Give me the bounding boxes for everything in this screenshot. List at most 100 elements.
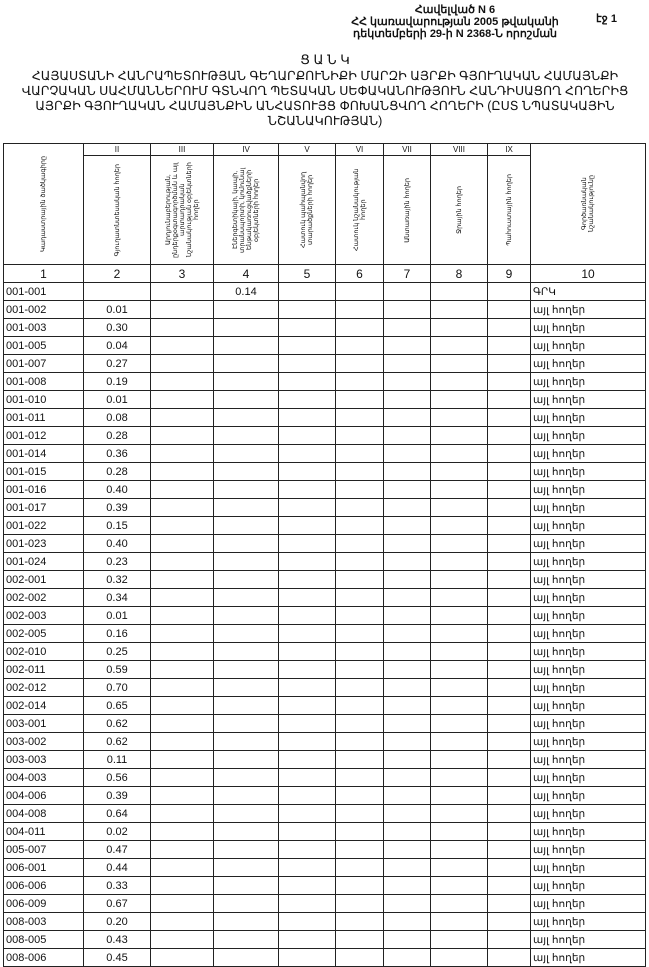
area-value [335, 588, 384, 607]
area-value [213, 660, 279, 679]
col-header-7: Անտառային հողեր [383, 155, 431, 265]
area-value [383, 300, 431, 319]
table-row: 002-011 0.59 այլ հողեր [3, 660, 646, 679]
area-value [213, 372, 279, 391]
function-purpose: այլ հողեր [530, 822, 646, 841]
function-purpose: այլ հողեր [530, 696, 646, 715]
table-row: 002-010 0.25 այլ հողեր [3, 642, 646, 661]
area-value [430, 948, 488, 967]
area-value [213, 498, 279, 517]
cadastral-code: 002-002 [3, 588, 84, 607]
area-value [335, 534, 384, 553]
area-value [335, 606, 384, 625]
area-value [383, 624, 431, 643]
area-value [430, 516, 488, 535]
area-value [487, 300, 531, 319]
area-value [383, 840, 431, 859]
area-value [430, 750, 488, 769]
area-value [150, 480, 214, 499]
area-value [335, 750, 384, 769]
cadastral-code: 008-005 [3, 930, 84, 949]
area-value [150, 318, 214, 337]
table-row: 001-001 0.14 ԳՐԿ [3, 282, 646, 301]
area-value [430, 894, 488, 913]
area-value [487, 750, 531, 769]
area-value [278, 786, 336, 805]
area-value [150, 732, 214, 751]
table-row: 001-011 0.08 այլ հողեր [3, 408, 646, 427]
area-value [430, 786, 488, 805]
area-value [213, 390, 279, 409]
table-row: 004-008 0.64 այլ հողեր [3, 804, 646, 823]
table-row: 001-023 0.40 այլ հողեր [3, 534, 646, 553]
area-value: 0.15 [83, 516, 151, 535]
cadastral-code: 001-010 [3, 390, 84, 409]
area-value [335, 318, 384, 337]
table-row: 001-015 0.28 այլ հողեր [3, 462, 646, 481]
area-value [278, 732, 336, 751]
area-value: 0.08 [83, 408, 151, 427]
area-value [430, 390, 488, 409]
function-purpose: այլ հողեր [530, 912, 646, 931]
area-value [430, 588, 488, 607]
area-value [213, 462, 279, 481]
function-purpose: այլ հողեր [530, 552, 646, 571]
cadastral-code: 003-001 [3, 714, 84, 733]
column-number: 1 [3, 264, 84, 283]
area-value: 0.56 [83, 768, 151, 787]
table-row: 001-002 0.01 այլ հողեր [3, 300, 646, 319]
function-purpose: այլ հողեր [530, 894, 646, 913]
cadastral-code: 008-003 [3, 912, 84, 931]
area-value [335, 858, 384, 877]
area-value [278, 768, 336, 787]
area-value [150, 642, 214, 661]
area-value [383, 750, 431, 769]
col-header-2: Գյուղատնտեսական հողեր [83, 155, 151, 265]
area-value [278, 642, 336, 661]
function-purpose: ԳՐԿ [530, 282, 646, 301]
function-purpose: այլ հողեր [530, 300, 646, 319]
function-purpose: այլ հողեր [530, 480, 646, 499]
area-value [430, 282, 488, 301]
function-purpose: այլ հողեր [530, 606, 646, 625]
area-value [150, 804, 214, 823]
table-row: 006-001 0.44 այլ հողեր [3, 858, 646, 877]
function-purpose: այլ հողեր [530, 678, 646, 697]
area-value [150, 354, 214, 373]
area-value [383, 354, 431, 373]
area-value [213, 858, 279, 877]
area-value [278, 372, 336, 391]
area-value [335, 678, 384, 697]
area-value [278, 912, 336, 931]
cadastral-code: 002-003 [3, 606, 84, 625]
area-value [383, 390, 431, 409]
area-value [213, 354, 279, 373]
function-purpose: այլ հողեր [530, 534, 646, 553]
area-value [150, 840, 214, 859]
area-value [430, 354, 488, 373]
area-value [430, 408, 488, 427]
area-value [150, 786, 214, 805]
col-header-4: Էներգետիկայի, կապի, տրանսպորտի, կոմունալ… [213, 155, 279, 265]
area-value [335, 948, 384, 967]
cadastral-code: 002-001 [3, 570, 84, 589]
area-value [150, 714, 214, 733]
column-number: 3 [150, 264, 214, 283]
area-value: 0.33 [83, 876, 151, 895]
area-value [487, 516, 531, 535]
area-value [150, 498, 214, 517]
area-value [487, 840, 531, 859]
area-value [383, 588, 431, 607]
area-value [487, 354, 531, 373]
table-row: 002-014 0.65 այլ հողեր [3, 696, 646, 715]
area-value [383, 948, 431, 967]
cadastral-code: 001-014 [3, 444, 84, 463]
area-value [278, 408, 336, 427]
area-value [278, 660, 336, 679]
area-value [150, 930, 214, 949]
area-value [383, 570, 431, 589]
area-value [213, 948, 279, 967]
area-value [487, 696, 531, 715]
column-number: 4 [213, 264, 279, 283]
area-value [383, 642, 431, 661]
